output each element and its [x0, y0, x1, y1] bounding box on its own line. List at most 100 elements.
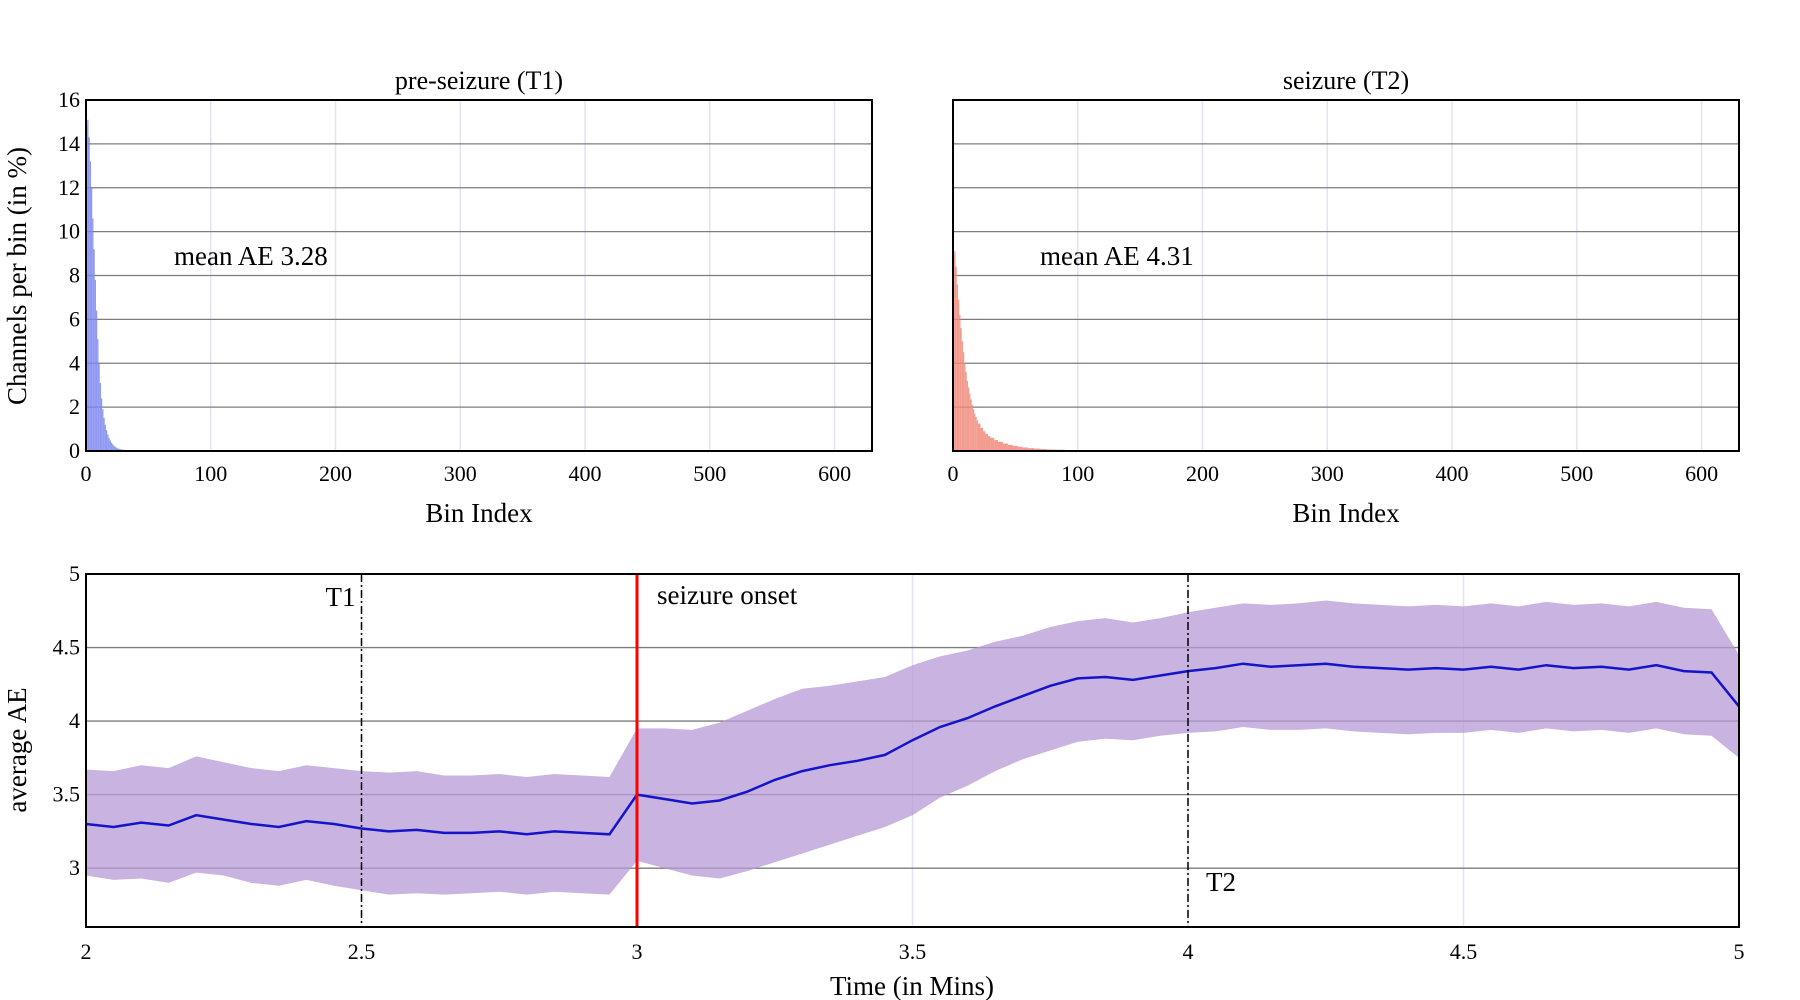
x-tick-label: 200: [1186, 461, 1219, 486]
histogram-bar: [980, 427, 983, 451]
x-tick-label: 0: [948, 461, 959, 486]
y-tick-label: 4.5: [53, 635, 81, 660]
y-tick-labels: 3 3.5 4 4.5 5: [53, 561, 81, 880]
y-tick-label: 8: [69, 263, 80, 288]
x-axis-label: Bin Index: [1292, 498, 1400, 528]
plot-frame: [85, 573, 1740, 928]
y-tick-labels: 0 2 4 6 8 10 12 14 16: [58, 87, 80, 463]
histogram-pre-seizure: pre-seizure (T1) 0 100 200 300 400 500 600 0 2 4…: [2, 66, 873, 528]
y-axis-label: Channels per bin (in %): [2, 147, 32, 405]
chart-title: pre-seizure (T1): [395, 66, 563, 95]
histogram-bar: [89, 161, 91, 452]
histogram-bar: [957, 299, 960, 451]
x-tick-label: 3: [632, 939, 643, 964]
y-tick-label: 6: [69, 306, 80, 331]
histogram-bar: [92, 218, 94, 451]
x-tick-labels: 2 2.5 3 3.5 4 4.5 5: [81, 939, 1745, 964]
x-tick-label: 300: [444, 461, 477, 486]
x-tick-label: 500: [1560, 461, 1593, 486]
histogram-bar: [1027, 448, 1035, 451]
x-tick-label: 300: [1311, 461, 1344, 486]
x-tick-label: 500: [693, 461, 726, 486]
histogram-bar: [1012, 445, 1018, 451]
histogram-bar: [94, 279, 96, 451]
histogram-bar: [105, 430, 108, 451]
y-tick-label: 16: [58, 87, 80, 112]
histogram-bar: [113, 445, 115, 451]
histogram-bar: [1007, 444, 1013, 451]
histogram-bar: [93, 249, 95, 451]
histogram-bar: [985, 433, 988, 451]
histogram-bar: [976, 420, 978, 451]
histogram-bar: [965, 372, 967, 451]
histogram-bar: [954, 251, 956, 451]
grid: [86, 100, 872, 451]
bars: [86, 119, 163, 452]
histogram-bar: [961, 341, 963, 451]
histogram-bar: [997, 441, 1003, 451]
histogram-bar: [100, 398, 103, 451]
y-tick-label: 0: [69, 438, 80, 463]
chart-title: seizure (T2): [1283, 66, 1409, 95]
x-tick-label: 100: [1061, 461, 1094, 486]
x-tick-labels: 0 100 200 300 400 500 600: [948, 461, 1719, 486]
histogram-bar: [114, 446, 116, 451]
histogram-bar: [90, 187, 93, 451]
histogram-bar: [110, 442, 113, 451]
x-tick-label: 2.5: [348, 939, 376, 964]
histogram-bar: [1034, 448, 1041, 451]
variance-band: [86, 600, 1739, 895]
y-tick-label: 2: [69, 394, 80, 419]
event-markers: T1 seizure onset T2: [326, 574, 1236, 927]
time-series-average-ae: T1 seizure onset T2 2 2.5 3 3.5 4 4.5 5 3 3.5 4 4.5…: [2, 561, 1745, 1000]
plot-frame: [85, 99, 873, 452]
x-tick-label: 0: [81, 461, 92, 486]
histogram-bar: [982, 431, 986, 451]
histogram-bar: [960, 328, 962, 451]
histogram-bar: [102, 409, 104, 451]
histogram-bar: [88, 137, 90, 451]
x-axis-label: Time (in Mins): [830, 971, 994, 1000]
histogram-bar: [108, 437, 110, 451]
y-axis-label: average AE: [2, 687, 32, 812]
histogram-bar: [990, 437, 995, 451]
event-marker-label: seizure onset: [657, 580, 798, 610]
x-tick-label: 4.5: [1450, 939, 1478, 964]
histogram-bar: [1017, 446, 1023, 451]
histogram-bar: [970, 399, 972, 451]
x-tick-label: 200: [319, 461, 352, 486]
histogram-bar: [1022, 447, 1028, 451]
y-tick-label: 3.5: [53, 782, 81, 807]
histogram-bar: [118, 448, 120, 451]
y-tick-label: 4: [69, 708, 80, 733]
histogram-bar: [87, 119, 89, 452]
histogram-seizure: seizure (T2) 0 100 200 300 400 500 600 Bin Ind…: [948, 66, 1740, 528]
y-tick-label: 12: [58, 175, 80, 200]
histogram-bar: [966, 380, 968, 451]
histogram-bar: [1002, 443, 1008, 451]
histogram-bar: [956, 284, 958, 451]
histogram-bar: [974, 413, 976, 451]
x-tick-labels: 0 100 200 300 400 500 600: [81, 461, 852, 486]
histogram-bar: [109, 440, 111, 451]
histogram-bar: [103, 418, 105, 451]
grid: [953, 100, 1739, 451]
histogram-bar: [964, 363, 966, 451]
mean-annotation: mean AE 4.31: [1040, 241, 1194, 271]
histogram-bar: [97, 339, 99, 451]
histogram-bar: [972, 409, 975, 451]
histogram-bar: [994, 440, 998, 451]
x-tick-label: 2: [81, 939, 92, 964]
event-marker-label: T2: [1206, 867, 1236, 897]
x-tick-label: 5: [1734, 939, 1745, 964]
histogram-bar: [99, 382, 101, 451]
histogram-bar: [104, 424, 106, 451]
x-tick-label: 4: [1183, 939, 1194, 964]
y-tick-label: 4: [69, 350, 80, 375]
histogram-bar: [971, 404, 973, 451]
mean-annotation: mean AE 3.28: [174, 241, 328, 271]
bars: [953, 251, 1104, 451]
x-tick-label: 600: [818, 461, 851, 486]
x-tick-label: 3.5: [899, 939, 927, 964]
